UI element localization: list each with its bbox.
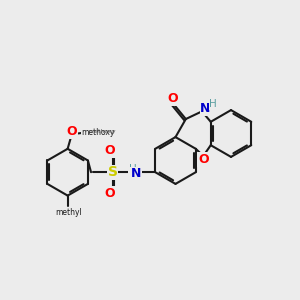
Text: N: N xyxy=(130,167,141,180)
Text: methoxy: methoxy xyxy=(81,128,114,137)
Text: S: S xyxy=(108,165,118,179)
Text: O: O xyxy=(67,125,77,138)
Text: O: O xyxy=(198,153,208,166)
Text: O: O xyxy=(104,187,115,200)
Text: methyl: methyl xyxy=(55,208,82,217)
Text: H: H xyxy=(129,164,136,174)
Text: methoxy: methoxy xyxy=(88,129,116,134)
Text: N: N xyxy=(200,103,211,116)
Text: H: H xyxy=(209,100,217,110)
Text: O: O xyxy=(104,144,115,158)
Text: O: O xyxy=(167,92,178,105)
